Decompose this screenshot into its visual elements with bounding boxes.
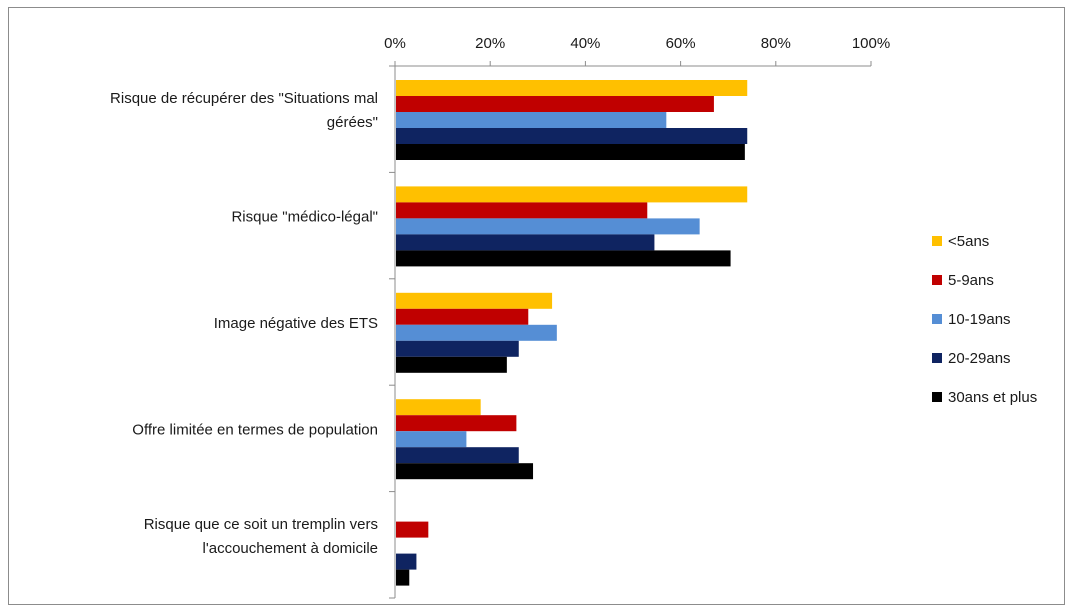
bar-5-9ans <box>396 308 529 325</box>
bar-5-9ans <box>396 96 714 112</box>
bar-30ans-et-plus <box>396 463 534 480</box>
bar-20-29ans <box>396 553 417 570</box>
legend-swatch <box>932 353 942 363</box>
category-label: Offre limitée en termes de population <box>132 421 378 438</box>
legend-swatch <box>932 236 942 246</box>
category-labels: Risque de récupérer des "Situations mal g… <box>110 90 378 557</box>
bar-30ans-et-plus <box>396 356 507 373</box>
x-tick-label: 40% <box>570 35 600 52</box>
bar-10-19ans <box>396 112 667 128</box>
bar-5-9ans <box>396 521 429 538</box>
bar-5ans <box>396 292 553 309</box>
bar-5ans <box>396 399 481 416</box>
category-label: Risque que ce soit un tremplin vers l'acc… <box>144 516 378 557</box>
x-tick-label: 80% <box>761 35 791 52</box>
bar-5-9ans <box>396 415 517 432</box>
bar-30ans-et-plus <box>396 250 731 267</box>
bar-20-29ans <box>396 234 655 251</box>
bar-5ans <box>396 186 748 203</box>
bar-20-29ans <box>396 128 748 144</box>
legend-label: 30ans et plus <box>948 389 1037 406</box>
legend: <5ans 5-9ans 10-19ans 20-29ans 30ans et plus <box>932 233 1037 406</box>
bar-10-19ans <box>396 218 700 235</box>
x-tick-label: 0% <box>384 35 406 52</box>
legend-label: 10-19ans <box>948 311 1011 328</box>
axis-layer: 0% 20% 40% 60% 80% 100% <box>384 35 890 599</box>
bar-5ans <box>396 80 748 96</box>
x-tick-label: 20% <box>475 35 505 52</box>
x-tick-label: 100% <box>852 35 890 52</box>
bar-20-29ans <box>396 340 519 357</box>
bar-30ans-et-plus <box>396 569 410 586</box>
bar-30ans-et-plus <box>396 144 745 160</box>
legend-label: 20-29ans <box>948 350 1011 367</box>
category-label: Risque de récupérer des "Situations mal g… <box>110 90 378 131</box>
bars-layer <box>396 80 748 586</box>
legend-swatch <box>932 392 942 402</box>
x-tick-label: 60% <box>666 35 696 52</box>
category-label: Risque "médico-légal" <box>231 209 378 226</box>
legend-swatch <box>932 314 942 324</box>
category-label: Image négative des ETS <box>214 315 378 332</box>
legend-label: 5-9ans <box>948 272 994 289</box>
legend-swatch <box>932 275 942 285</box>
legend-label: <5ans <box>948 233 989 250</box>
bar-20-29ans <box>396 447 519 464</box>
bar-10-19ans <box>396 324 557 341</box>
bar-10-19ans <box>396 431 467 448</box>
bar-5-9ans <box>396 202 648 219</box>
